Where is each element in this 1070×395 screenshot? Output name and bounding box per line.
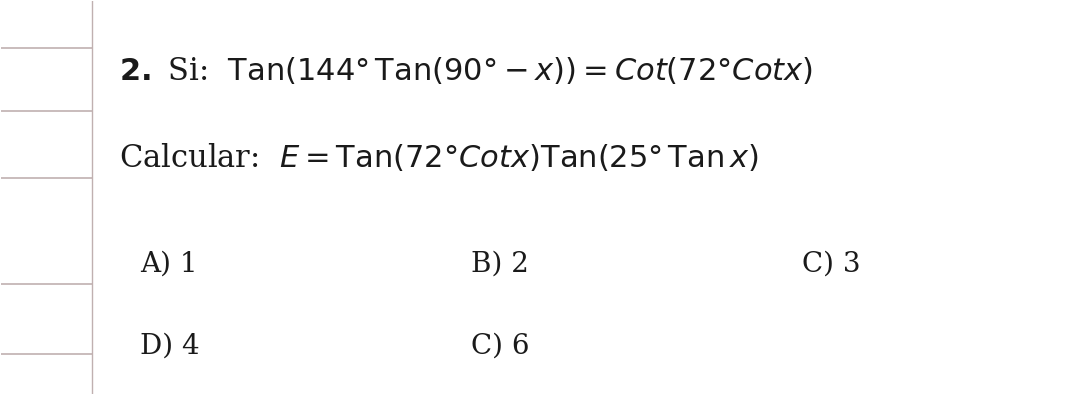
Text: B) 2: B) 2 [471, 251, 529, 278]
Text: C) 6: C) 6 [471, 333, 530, 360]
Text: Calcular:  $\mathit{E}=\mathrm{Tan}\left(72°\mathit{Cot}x\right)\mathrm{Tan}\lef: Calcular: $\mathit{E}=\mathrm{Tan}\left(… [119, 142, 759, 174]
Text: D) 4: D) 4 [140, 333, 200, 360]
Text: C) 3: C) 3 [801, 251, 860, 278]
Text: A) 1: A) 1 [140, 251, 198, 278]
Text: $\mathbf{2.}$ Si:  $\mathrm{Tan}\left(144°\,\mathrm{Tan}\left(90°-x\right)\right: $\mathbf{2.}$ Si: $\mathrm{Tan}\left(144… [119, 56, 813, 87]
